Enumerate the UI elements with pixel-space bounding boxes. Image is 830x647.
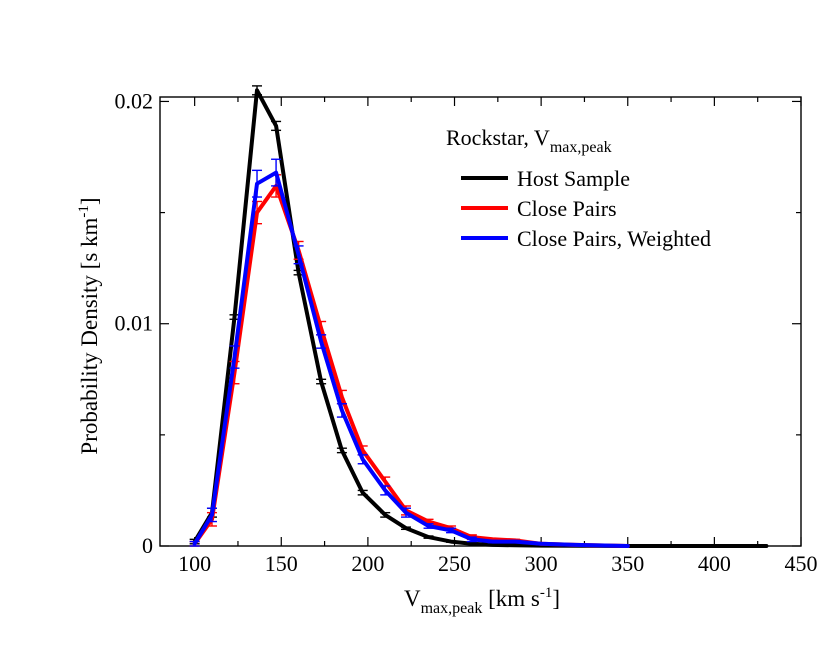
series-2 — [189, 158, 630, 548]
series-0 — [189, 85, 769, 548]
x-tick-label: 450 — [785, 551, 818, 576]
y-tick-label: 0.01 — [115, 311, 154, 336]
x-tick-label: 400 — [698, 551, 731, 576]
x-axis-title: Vmax,peak [km s-1] — [404, 585, 560, 617]
legend-label: Close Pairs, Weighted — [517, 226, 711, 251]
x-tick-label: 100 — [178, 551, 211, 576]
legend: Rockstar, Vmax,peak Host Sample Close Pai… — [446, 125, 711, 251]
y-tick-label: 0.02 — [115, 88, 154, 113]
legend-items: Host Sample Close Pairs Close Pairs, Weigh… — [461, 166, 711, 251]
legend-label: Close Pairs — [517, 196, 617, 221]
axis-ticks: 100 150 200 250 300 350 400 450 0 0.01 0.02 — [115, 88, 818, 576]
y-axis-title: Probability Density [s km-1] — [76, 197, 102, 454]
x-tick-label: 150 — [265, 551, 298, 576]
legend-title: Rockstar, Vmax,peak — [446, 125, 612, 156]
plot-frame — [159, 96, 802, 547]
legend-label: Host Sample — [517, 166, 630, 191]
series-layer — [189, 85, 769, 548]
x-tick-label: 300 — [525, 551, 558, 576]
x-tick-label: 200 — [351, 551, 384, 576]
x-tick-label: 350 — [611, 551, 644, 576]
plot-border — [159, 96, 802, 547]
series-line — [192, 170, 630, 548]
x-tick-label: 250 — [438, 551, 471, 576]
y-tick-label: 0 — [142, 533, 153, 558]
